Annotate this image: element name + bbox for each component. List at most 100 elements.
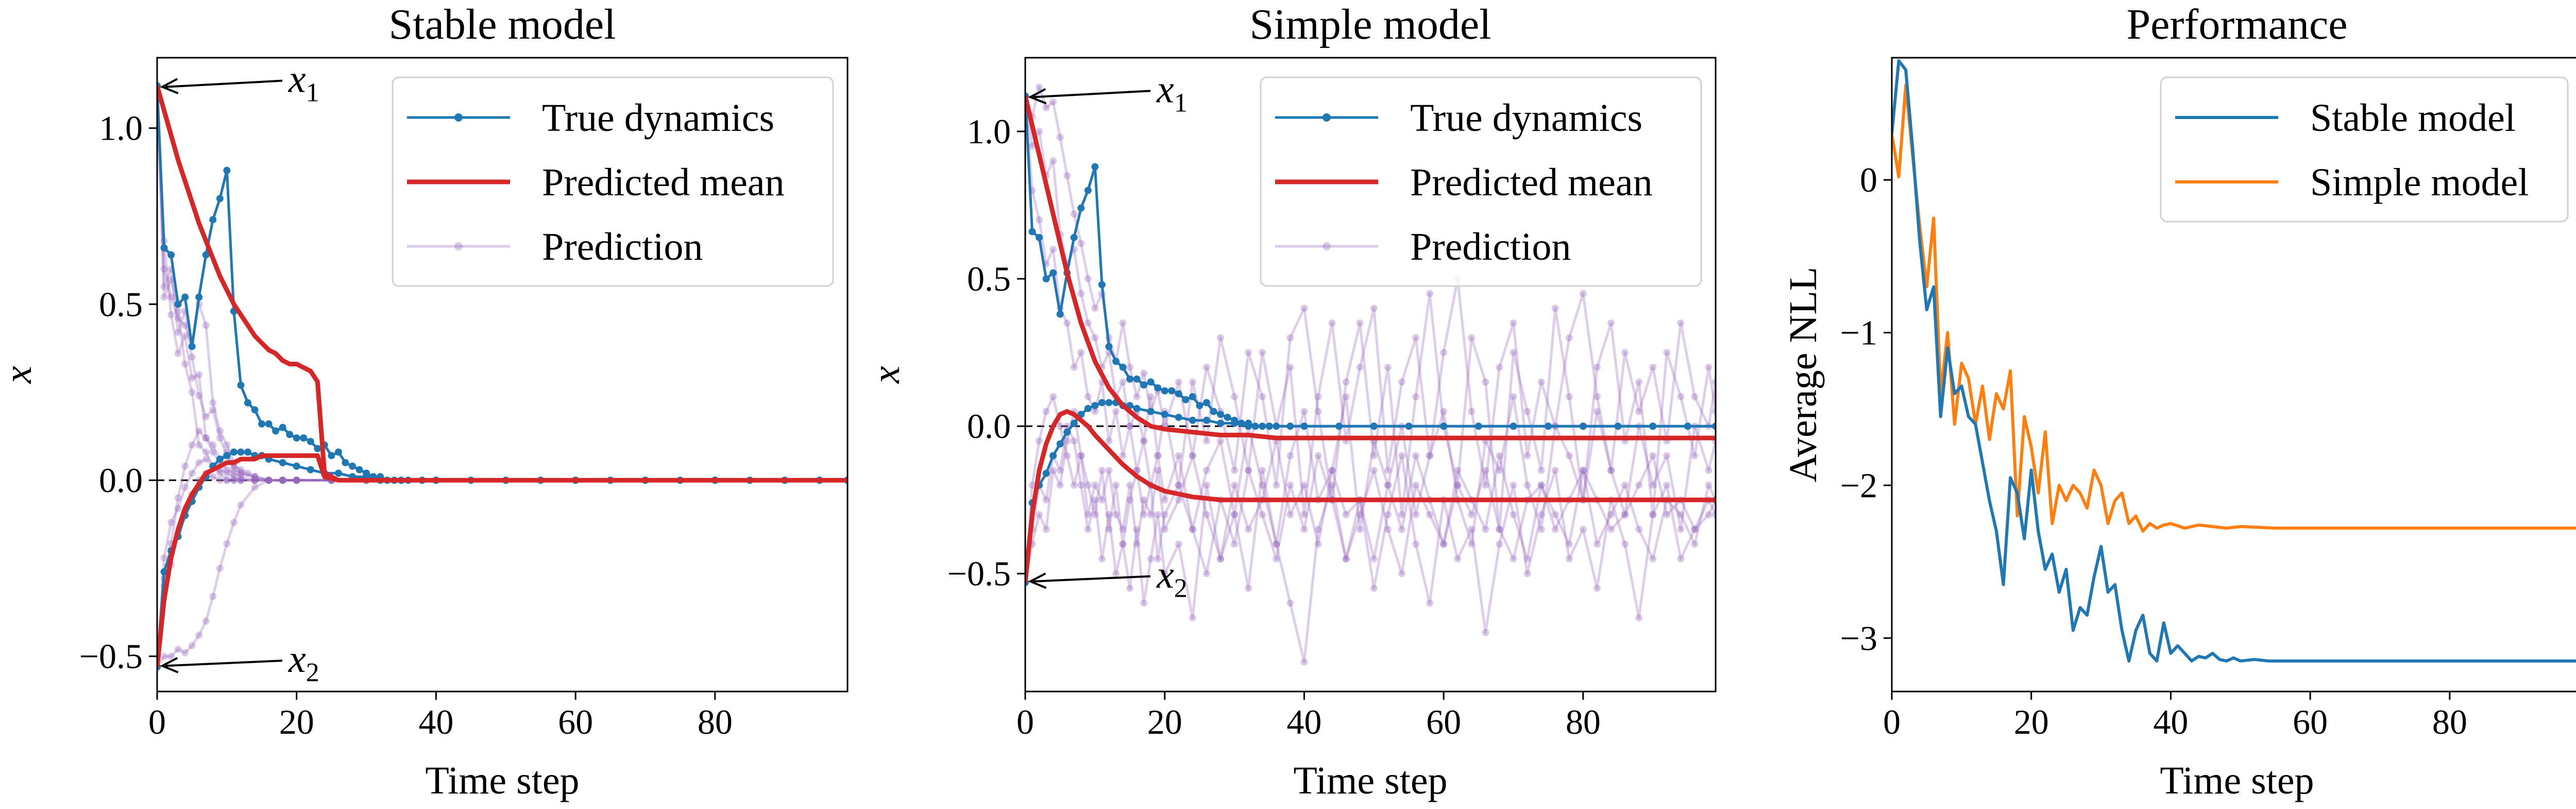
data-point <box>223 466 231 474</box>
data-point <box>160 244 168 251</box>
data-point <box>1112 481 1120 489</box>
data-point <box>251 473 259 481</box>
data-point <box>174 646 182 653</box>
data-point <box>1593 393 1601 400</box>
y-axis-label: Average NLL <box>1782 267 1825 482</box>
series-sample-5 <box>1025 92 1716 518</box>
data-point <box>1098 555 1106 563</box>
data-point <box>1537 481 1545 489</box>
data-point <box>1077 240 1085 247</box>
data-point <box>181 649 189 656</box>
data-point <box>1565 555 1573 563</box>
data-point <box>209 448 217 456</box>
data-point <box>1426 290 1434 297</box>
data-point <box>209 406 217 414</box>
data-point <box>1482 629 1489 636</box>
data-point <box>1712 408 1716 415</box>
data-point <box>1084 526 1092 533</box>
plot-frame <box>1891 57 2576 693</box>
data-point <box>279 477 286 484</box>
data-point <box>1496 452 1503 460</box>
data-point <box>265 477 273 484</box>
data-point <box>202 322 210 329</box>
data-point <box>223 477 231 484</box>
data-point <box>1342 378 1350 386</box>
data-point <box>1070 419 1078 427</box>
legend-item: Predicted mean <box>1275 161 1653 204</box>
data-point <box>1468 526 1476 533</box>
data-point <box>1245 466 1252 474</box>
data-point <box>195 392 203 399</box>
legend-label: Prediction <box>1410 225 1571 268</box>
data-point <box>1663 349 1671 357</box>
data-point <box>195 631 203 639</box>
panel-title: Simple model <box>1250 1 1492 48</box>
panel-1: 0 20 40 60 80 −0.5 0.0 0.5 1.0 Stable model Time s… <box>0 1 849 802</box>
annotation-x1: x1 <box>160 58 319 108</box>
data-point <box>1496 526 1503 533</box>
data-point <box>1482 378 1489 386</box>
data-point <box>1621 540 1629 548</box>
data-point <box>188 469 196 477</box>
x-tick-label: 0 <box>1016 702 1034 741</box>
data-point <box>1154 511 1162 518</box>
data-point <box>1175 481 1182 489</box>
data-point <box>1091 402 1099 410</box>
data-point <box>181 462 189 470</box>
data-point <box>1537 481 1545 489</box>
data-point <box>1049 98 1057 106</box>
data-point <box>1077 481 1085 489</box>
data-point <box>230 469 238 477</box>
legend-marker <box>454 242 463 250</box>
data-point <box>1635 378 1643 386</box>
data-point <box>1070 437 1078 445</box>
series-line <box>157 453 848 667</box>
data-point <box>293 477 300 484</box>
data-point <box>1175 390 1182 398</box>
data-point <box>202 251 210 259</box>
data-point <box>1175 481 1182 489</box>
annotation-var: x <box>1156 553 1174 596</box>
data-point <box>223 452 231 460</box>
data-point <box>1070 233 1078 241</box>
y-axis-label: x <box>0 366 40 384</box>
data-point <box>1635 614 1643 621</box>
annotation-var: x <box>1156 68 1174 111</box>
data-point <box>1140 437 1148 445</box>
data-point <box>230 473 238 481</box>
series-sample-8 <box>157 477 848 671</box>
data-point <box>1175 413 1182 421</box>
data-point <box>1119 363 1127 371</box>
data-point <box>1273 481 1280 489</box>
data-point <box>1593 584 1601 592</box>
data-point <box>195 293 203 301</box>
data-point <box>1119 540 1127 548</box>
data-point <box>1036 216 1043 224</box>
data-point <box>1105 526 1113 533</box>
data-point <box>1286 481 1294 489</box>
data-point <box>1663 511 1671 518</box>
data-point <box>1049 466 1057 474</box>
legend-frame <box>2160 76 2569 223</box>
data-point <box>279 477 286 484</box>
data-point <box>195 427 203 435</box>
annotation-arrow-shaft <box>1033 90 1151 98</box>
data-point <box>1147 555 1155 563</box>
data-point <box>1189 416 1196 424</box>
data-point <box>1091 408 1099 415</box>
data-point <box>1712 511 1716 518</box>
y-tick-label: −0.5 <box>79 637 143 676</box>
series-line <box>1025 96 1716 516</box>
data-point <box>1036 511 1043 518</box>
data-point <box>1168 387 1176 395</box>
data-point <box>1189 614 1196 621</box>
legend-item: True dynamics <box>407 96 774 140</box>
data-point <box>1607 511 1615 518</box>
data-point <box>1224 413 1231 421</box>
data-point <box>1036 83 1043 91</box>
annotation-label: x1 <box>288 58 319 108</box>
data-point <box>1565 452 1573 460</box>
data-point <box>1412 511 1419 518</box>
data-point <box>1593 363 1601 371</box>
annotation-subscript: 1 <box>306 78 319 108</box>
